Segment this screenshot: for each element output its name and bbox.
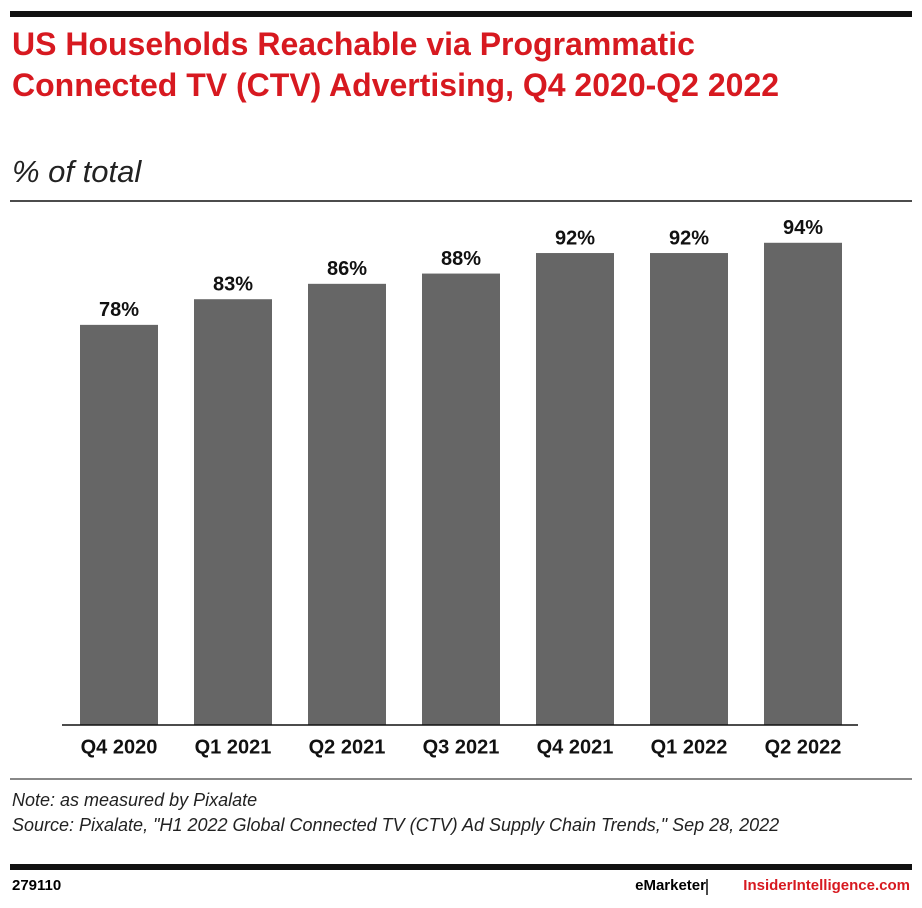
x-tick-label: Q2 2022 xyxy=(765,736,842,758)
chart-title: US Households Reachable via Programmatic… xyxy=(12,26,780,103)
value-label: 92% xyxy=(669,227,709,249)
bar xyxy=(650,253,728,726)
value-label: 83% xyxy=(213,273,253,295)
bar xyxy=(80,324,158,725)
bar xyxy=(422,273,500,725)
site: InsiderIntelligence.com xyxy=(743,877,910,894)
bar xyxy=(194,299,272,725)
value-label: 92% xyxy=(555,227,595,249)
x-tick-label: Q2 2021 xyxy=(309,736,386,758)
value-label: 86% xyxy=(327,258,367,280)
bar xyxy=(536,253,614,726)
value-label: 88% xyxy=(441,248,481,270)
bar xyxy=(764,242,842,725)
x-tick-label: Q4 2020 xyxy=(81,736,158,758)
x-tick-label: Q1 2021 xyxy=(195,736,272,758)
value-label: 78% xyxy=(99,299,139,321)
chart-subtitle: % of total xyxy=(12,154,142,189)
x-tick-label: Q4 2021 xyxy=(537,736,614,758)
bottom-rule xyxy=(10,864,912,870)
note: Note: as measured by Pixalate xyxy=(12,790,258,810)
bar xyxy=(308,283,386,725)
top-rule xyxy=(10,11,912,17)
brand: eMarketer xyxy=(635,877,706,894)
x-tick-label: Q3 2021 xyxy=(423,736,500,758)
chart-id: 279110 xyxy=(12,877,62,894)
value-label: 94% xyxy=(783,217,823,239)
x-tick-label: Q1 2022 xyxy=(651,736,728,758)
source: Source: Pixalate, "H1 2022 Global Connec… xyxy=(12,815,780,835)
